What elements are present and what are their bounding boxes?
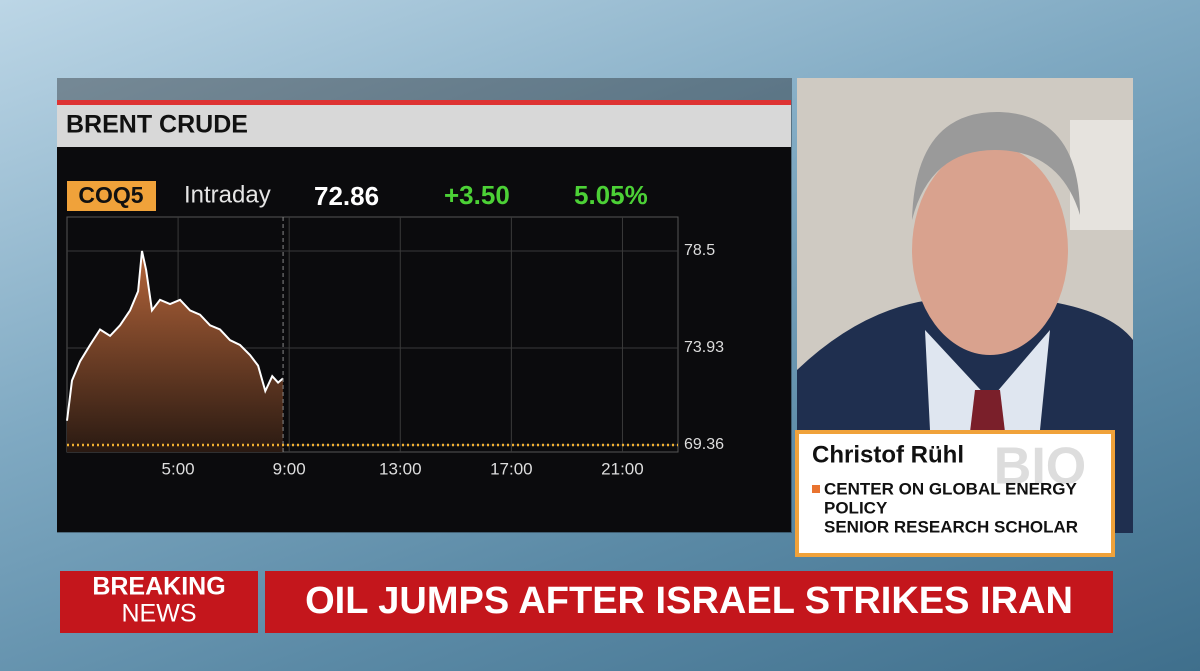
- guest-tie: [970, 390, 1005, 432]
- area: [67, 250, 284, 452]
- watermark: BIO: [994, 438, 1086, 496]
- x-tick-label: 9:00: [273, 459, 306, 478]
- symbol-box: [67, 181, 156, 211]
- change-pct: 5.05%: [574, 180, 648, 210]
- chart-header: [57, 105, 791, 147]
- wall-frame: [1070, 120, 1133, 230]
- y-tick-label: 73.93: [684, 339, 724, 356]
- guest-line: SENIOR RESEARCH SCHOLAR: [824, 517, 1078, 536]
- guest-line: POLICY: [824, 498, 888, 517]
- x-tick-label: 13:00: [379, 459, 422, 478]
- symbol: COQ5: [78, 182, 143, 208]
- headline-box: [265, 571, 1113, 633]
- breaking: BREAKING: [92, 573, 225, 601]
- price-line: [66, 250, 284, 421]
- chart-title: BRENT CRUDE: [66, 111, 248, 139]
- guest-line: CENTER ON GLOBAL ENERGY: [824, 479, 1077, 498]
- name-box: [795, 430, 1115, 557]
- x-tick-label: 21:00: [601, 459, 644, 478]
- period: Intraday: [184, 181, 271, 208]
- x-tick-label: 17:00: [490, 459, 533, 478]
- guest-hair: [912, 111, 1080, 220]
- header-accent: [57, 100, 791, 105]
- last-price: 72.86: [314, 181, 379, 211]
- guest-name: Christof Rühl: [812, 441, 964, 468]
- change: +3.50: [444, 180, 510, 210]
- y-tick-label: 69.36: [684, 436, 724, 453]
- bullet: [812, 485, 820, 493]
- x-tick-label: 5:00: [162, 459, 195, 478]
- y-tick-label: 78.5: [684, 242, 715, 259]
- guest-face: [912, 145, 1068, 355]
- breaking-box: [60, 571, 258, 633]
- news: NEWS: [122, 600, 197, 628]
- guest-shirt: [925, 330, 1050, 430]
- plot-frame: [66, 216, 679, 453]
- headline: OIL JUMPS AFTER ISRAEL STRIKES IRAN: [305, 580, 1073, 622]
